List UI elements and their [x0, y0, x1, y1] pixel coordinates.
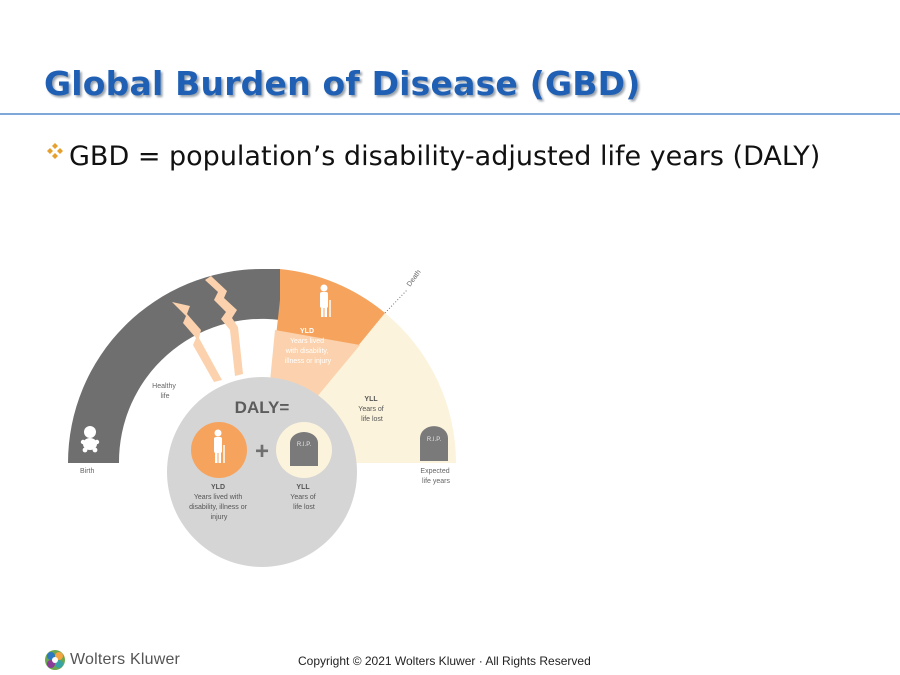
svg-text:R.I.P.: R.I.P.: [427, 437, 442, 443]
title-divider: [0, 113, 900, 115]
daly-label: DALY=: [235, 398, 290, 417]
tombstone-icon: R.I.P.: [290, 432, 318, 466]
yld-arc-label: YLD Years lived with disability, illness…: [285, 328, 332, 365]
yll-circle-label: YLL Years of life lost: [290, 484, 317, 511]
yld-circle-label: YLD Years lived with disability, illness…: [189, 484, 249, 521]
copyright-text: Copyright © 2021 Wolters Kluwer · All Ri…: [298, 654, 591, 668]
wolters-kluwer-logo-icon: [45, 650, 65, 670]
svg-text:R.I.P.: R.I.P.: [297, 442, 312, 448]
death-label: Death: [406, 269, 423, 288]
disability-spike-left: [172, 302, 222, 382]
birth-label: Birth: [80, 468, 95, 475]
elderly-person-icon: [320, 284, 331, 317]
healthy-life-label: Healthy life: [152, 383, 178, 400]
baby-icon: [80, 426, 100, 453]
bullet-text: GBD = population’s disability-adjusted l…: [69, 141, 821, 172]
death-line: [384, 289, 408, 314]
logo-text: Wolters Kluwer: [70, 651, 181, 668]
yll-arc-label: YLL Years of life lost: [358, 396, 385, 423]
plus-sign: +: [255, 438, 269, 465]
expected-life-label: Expected life years: [420, 468, 451, 485]
wolters-kluwer-logo: Wolters Kluwer: [44, 648, 180, 672]
tombstone-icon: R.I.P.: [420, 426, 448, 461]
disability-spike-right: [205, 276, 243, 376]
four-diamond-bullet-icon: [47, 143, 63, 159]
slide-title: Global Burden of Disease (GBD): [44, 64, 641, 103]
bullet-point: GBD = population’s disability-adjusted l…: [44, 140, 864, 173]
elderly-person-icon: [214, 429, 225, 463]
